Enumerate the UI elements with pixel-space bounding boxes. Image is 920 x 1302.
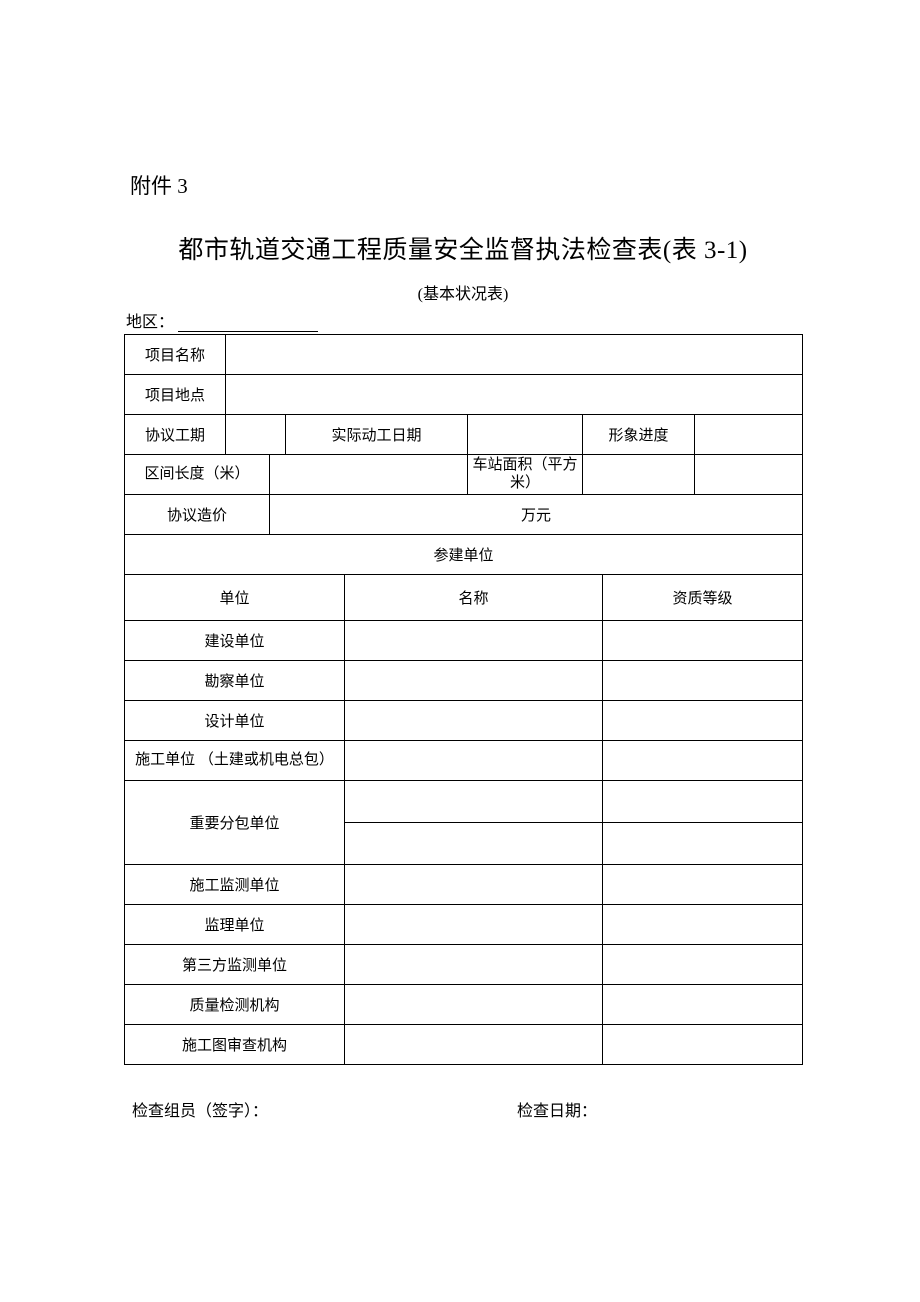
value-drawing-name[interactable] xyxy=(345,1025,603,1065)
value-construction-qual[interactable] xyxy=(603,621,803,661)
value-subcontractor-qual-1[interactable] xyxy=(603,781,803,823)
value-quality-name[interactable] xyxy=(345,985,603,1025)
value-agreed-period[interactable] xyxy=(226,415,286,455)
page-title: 都市轨道交通工程质量安全监督执法检查表(表 3-1) xyxy=(124,230,802,266)
label-progress: 形象进度 xyxy=(583,415,695,455)
value-section-length[interactable] xyxy=(270,455,468,495)
table-row: 施工监测单位 xyxy=(125,865,803,905)
table-row: 协议造价 万元 xyxy=(125,495,803,535)
table-row: 重要分包单位 xyxy=(125,781,803,823)
value-contractor-name[interactable] xyxy=(345,741,603,781)
table-row: 建设单位 xyxy=(125,621,803,661)
subtitle: (基本状况表) xyxy=(124,280,802,304)
value-design-qual[interactable] xyxy=(603,701,803,741)
value-agreed-cost[interactable]: 万元 xyxy=(270,495,803,535)
label-third-party-unit: 第三方监测单位 xyxy=(125,945,345,985)
value-drawing-qual[interactable] xyxy=(603,1025,803,1065)
footer-date: 检查日期： xyxy=(517,1097,802,1121)
value-design-name[interactable] xyxy=(345,701,603,741)
value-survey-name[interactable] xyxy=(345,661,603,701)
table-row: 质量检测机构 xyxy=(125,985,803,1025)
table-row: 施工图审查机构 xyxy=(125,1025,803,1065)
region-label: 地区： xyxy=(126,314,174,331)
label-drawing-review: 施工图审查机构 xyxy=(125,1025,345,1065)
table-row: 项目地点 xyxy=(125,375,803,415)
table-row: 项目名称 xyxy=(125,335,803,375)
participants-header: 参建单位 xyxy=(125,535,803,575)
value-station-area-2[interactable] xyxy=(695,455,803,495)
value-third-party-name[interactable] xyxy=(345,945,603,985)
value-survey-qual[interactable] xyxy=(603,661,803,701)
value-subcontractor-qual-2[interactable] xyxy=(603,823,803,865)
label-subcontractor-unit: 重要分包单位 xyxy=(125,781,345,865)
value-actual-start[interactable] xyxy=(468,415,583,455)
attachment-label: 附件 3 xyxy=(130,170,802,200)
table-row: 单位 名称 资质等级 xyxy=(125,575,803,621)
value-supervision-name[interactable] xyxy=(345,905,603,945)
value-contractor-qual[interactable] xyxy=(603,741,803,781)
value-subcontractor-name-2[interactable] xyxy=(345,823,603,865)
table-row: 监理单位 xyxy=(125,905,803,945)
label-survey-unit: 勘察单位 xyxy=(125,661,345,701)
label-quality-testing: 质量检测机构 xyxy=(125,985,345,1025)
footer: 检查组员（签字）： 检查日期： xyxy=(124,1097,802,1121)
value-progress[interactable] xyxy=(695,415,803,455)
region-underline[interactable] xyxy=(178,331,318,332)
inspection-table: 项目名称 项目地点 协议工期 实际动工日期 形象进度 区间长度（米） 车站面积（… xyxy=(124,334,803,1065)
label-monitoring-unit: 施工监测单位 xyxy=(125,865,345,905)
label-project-location: 项目地点 xyxy=(125,375,226,415)
value-station-area[interactable] xyxy=(583,455,695,495)
label-agreed-cost: 协议造价 xyxy=(125,495,270,535)
table-row: 第三方监测单位 xyxy=(125,945,803,985)
table-row: 区间长度（米） 车站面积（平方米） xyxy=(125,455,803,495)
value-monitoring-qual[interactable] xyxy=(603,865,803,905)
label-actual-start: 实际动工日期 xyxy=(286,415,468,455)
label-supervision-unit: 监理单位 xyxy=(125,905,345,945)
table-row: 施工单位 （土建或机电总包） xyxy=(125,741,803,781)
col-name: 名称 xyxy=(345,575,603,621)
value-supervision-qual[interactable] xyxy=(603,905,803,945)
label-contractor-unit: 施工单位 （土建或机电总包） xyxy=(125,741,345,781)
value-project-location[interactable] xyxy=(226,375,803,415)
table-row: 设计单位 xyxy=(125,701,803,741)
table-row: 协议工期 实际动工日期 形象进度 xyxy=(125,415,803,455)
table-row: 勘察单位 xyxy=(125,661,803,701)
value-third-party-qual[interactable] xyxy=(603,945,803,985)
label-design-unit: 设计单位 xyxy=(125,701,345,741)
label-agreed-period: 协议工期 xyxy=(125,415,226,455)
footer-inspector: 检查组员（签字）： xyxy=(132,1097,517,1121)
label-project-name: 项目名称 xyxy=(125,335,226,375)
label-station-area: 车站面积（平方米） xyxy=(468,455,583,495)
label-section-length: 区间长度（米） xyxy=(125,455,270,495)
value-quality-qual[interactable] xyxy=(603,985,803,1025)
value-monitoring-name[interactable] xyxy=(345,865,603,905)
col-qualification: 资质等级 xyxy=(603,575,803,621)
col-unit: 单位 xyxy=(125,575,345,621)
label-construction-unit: 建设单位 xyxy=(125,621,345,661)
value-project-name[interactable] xyxy=(226,335,803,375)
region-field: 地区： xyxy=(126,308,802,332)
table-row: 参建单位 xyxy=(125,535,803,575)
value-subcontractor-name-1[interactable] xyxy=(345,781,603,823)
value-construction-name[interactable] xyxy=(345,621,603,661)
